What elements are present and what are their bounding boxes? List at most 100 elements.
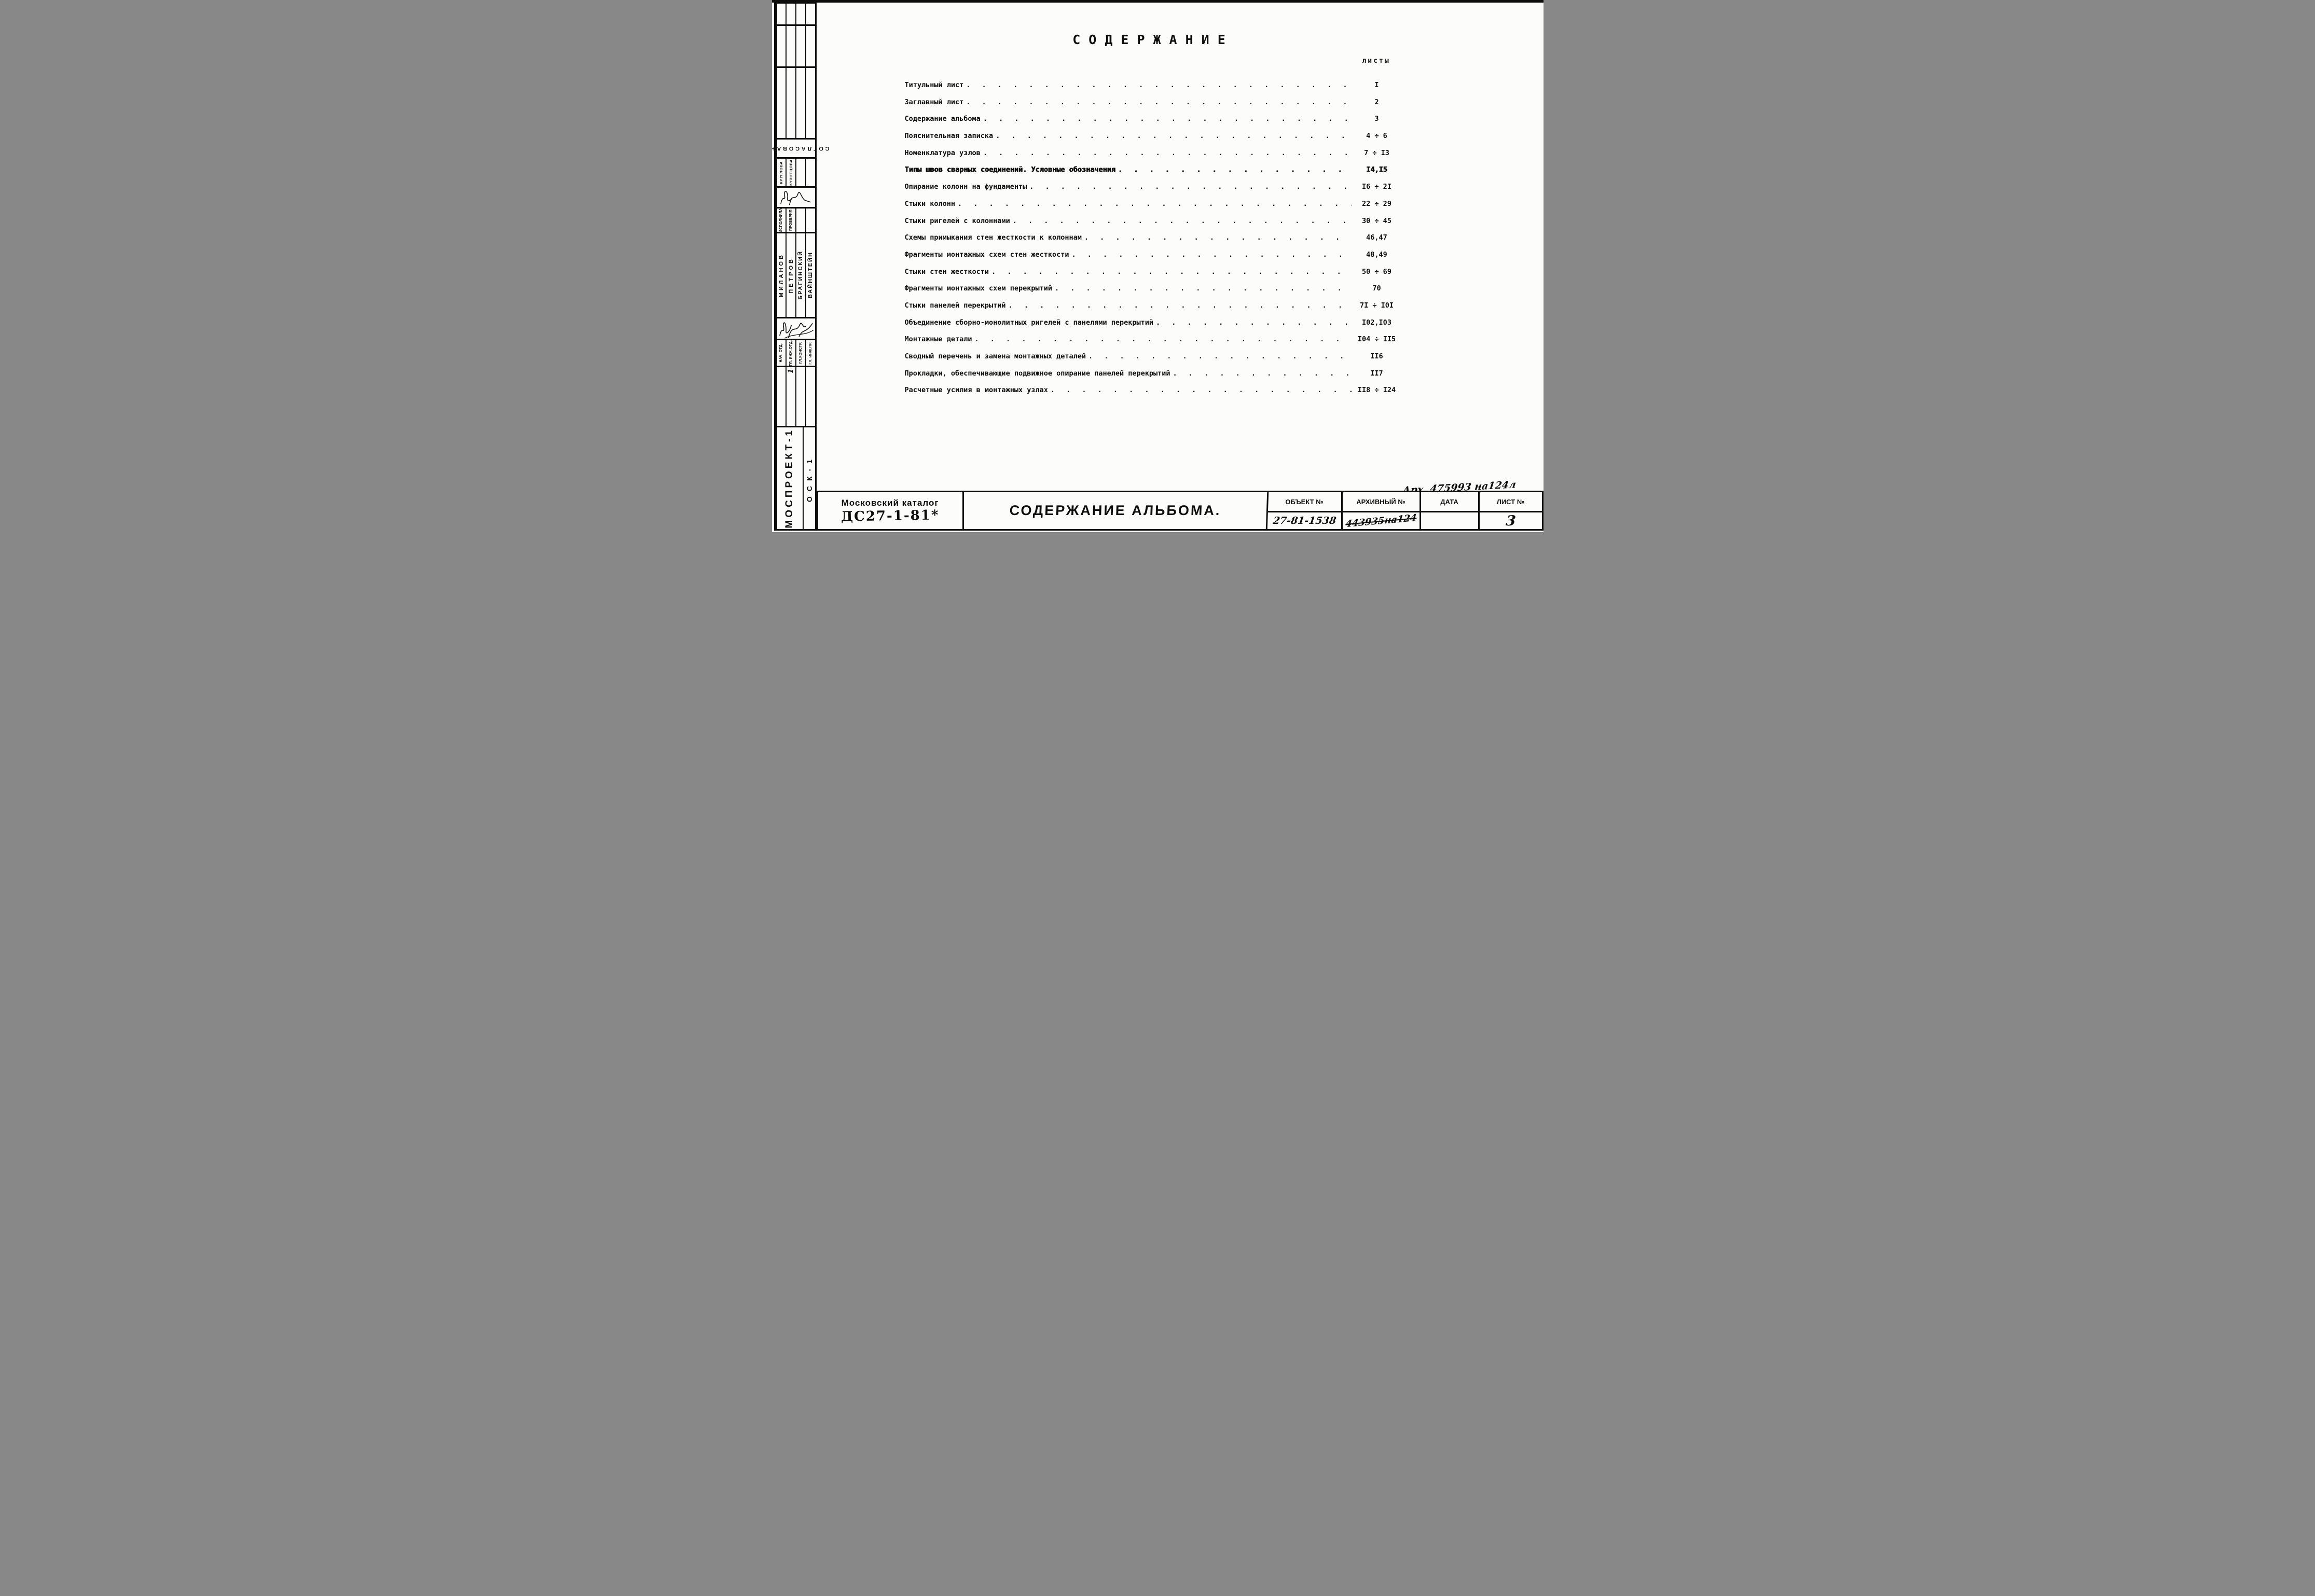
toc-entry-label: Фрагменты монтажных схем стен жесткости (904, 250, 1069, 259)
signature-scribbles (780, 191, 810, 205)
dot-leader: . . . . . . . . . . . . . . . . . . . . … (991, 267, 1352, 276)
name-vainshtein: ВАЙНШТЕЙН (807, 252, 814, 299)
org-name: МОСПРОЕКТ-1 (784, 428, 795, 529)
dot-leader: . . . . . . . . . . . . . . . . . . . . … (983, 148, 1352, 157)
stamp-signatures-row-2 (777, 318, 815, 340)
dot-leader: . . . . . . . . . . . . . . . . . . . . … (1118, 165, 1352, 174)
toc-entry-pages: 48,49 (1366, 250, 1387, 259)
toc-entry-pages: I4,I5 (1366, 165, 1387, 174)
toc-entry-label: Номенклатура узлов (904, 148, 981, 157)
toc-entry-pages: 4 ÷ 6 (1366, 132, 1387, 141)
stamp-empty-row (777, 26, 815, 68)
object-number-cell: ОБЪЕКТ № 27-81-1538 (1267, 492, 1343, 529)
toc-entry-label: Схемы примыкания стен жесткости к колонн… (904, 233, 1082, 242)
toc-entry: Стыки ригелей с колоннами . . . . . . . … (905, 217, 1402, 234)
toc-entry-pages: 2 (1374, 98, 1379, 106)
toc-entry: Содержание альбома . . . . . . . . . . .… (905, 115, 1402, 132)
role-chief-engineer-project: ГЛ. ИНЖ.ПР. (808, 341, 812, 365)
sheet-number-cell: ЛИСТ № 3 (1479, 492, 1542, 529)
stamp-empty-row: 1 (777, 367, 815, 427)
approval-label: СОГЛАСОВАНО (772, 145, 830, 151)
name-kuznetsova: КУЗНЕЦОВА (789, 159, 794, 186)
archive-number-label: АРХИВНЫЙ № (1342, 492, 1420, 512)
dot-leader: . . . . . . . . . . . . . . . . . . . . … (1054, 284, 1352, 293)
document-title: СОДЕРЖАНИЕ АЛЬБОМА. (1009, 503, 1221, 518)
role-checked-by: ПРОВЕРИЛ (789, 210, 793, 231)
toc-entry-label: Расчетные усилия в монтажных узлах (904, 386, 1048, 395)
stamp-empty-row (777, 68, 815, 140)
toc-entry: Прокладки, обеспечивающие подвижное опир… (905, 369, 1402, 386)
stamp-roles-row-1: ИСПОЛНИЛА ПРОВЕРИЛ (777, 209, 815, 233)
toc-entry-label: Пояснительная записка (904, 132, 994, 141)
dot-leader: . . . . . . . . . . . . . . . . . . . . … (1008, 301, 1352, 310)
toc-entry: Фрагменты монтажных схем стен жесткости … (905, 251, 1402, 268)
left-stamp-column: СОГЛАСОВАНО КРУГЛОВА КУЗНЕЦОВА ИСПОЛНИЛА… (772, 2, 830, 531)
toc-entry-label: Типы швов сварных соединений. Условные о… (904, 165, 1115, 174)
catalog-name: Московский каталог (841, 497, 939, 508)
toc-entry-pages: 3 (1374, 115, 1379, 123)
stray-digit-mark: 1 (787, 368, 795, 374)
sheet-top-border (771, 0, 1544, 3)
toc-entry-pages: I6 ÷ 2I (1362, 183, 1391, 191)
toc-entry-label: Объединение сборно-монолитных ригелей с … (904, 318, 1154, 327)
toc-entry-label: Стыки панелей перекрытий (904, 301, 1006, 310)
date-cell: ДАТА (1421, 492, 1480, 529)
date-value (1421, 512, 1478, 529)
toc-entry-pages: II6 (1370, 352, 1383, 360)
toc-entry-label: Прокладки, обеспечивающие подвижное опир… (904, 369, 1170, 378)
toc-entry: Заглавный лист . . . . . . . . . . . . .… (905, 98, 1402, 115)
role-executed-by: ИСПОЛНИЛА (779, 209, 783, 232)
toc-entry-pages: 70 (1372, 284, 1381, 293)
signature-scribbles (779, 322, 814, 339)
toc-entry-label: Монтажные детали (904, 335, 972, 344)
toc-entry-pages: 46,47 (1366, 233, 1387, 242)
stamp-roles-row-2: НАЧ. ОТД. ГЛ. ИНЖ.ОТД. ГЛ.КОНСТР. ГЛ. ИН… (777, 340, 815, 367)
toc-entry-pages: 7I ÷ I0I (1359, 301, 1394, 310)
title-block: Московский каталог ДС27-1-81* СОДЕРЖАНИЕ… (816, 491, 1544, 531)
toc-entry: Сводный перечень и замена монтажных дета… (905, 352, 1402, 369)
toc-entry: Опирание колонн на фундаменты . . . . . … (905, 183, 1402, 200)
toc-entry-label: Стыки ригелей с колоннами (904, 216, 1010, 225)
dot-leader: . . . . . . . . . . . . . . . . . . . . … (966, 81, 1352, 89)
toc-list: Титульный лист . . . . . . . . . . . . .… (905, 81, 1402, 403)
stamp-names-row-2: МИЛАНОВ ПЕТРОВ БРАГИНСКИЙ ВАЙНШТЕЙН (777, 233, 815, 318)
name-milanov: МИЛАНОВ (778, 253, 784, 298)
role-chief-constructor: ГЛ.КОНСТР. (798, 342, 803, 364)
toc-entry-label: Стыки стен жесткости (904, 267, 989, 276)
toc-entry: Стыки панелей перекрытий . . . . . . . .… (905, 301, 1402, 318)
catalog-code: ДС27-1-81* (840, 507, 940, 525)
toc-entry-pages: II8 ÷ I24 (1357, 386, 1396, 395)
stamp-empty-row (777, 4, 815, 26)
toc-entry-pages: 22 ÷ 29 (1362, 199, 1391, 208)
dot-leader: . . . . . . . . . . . . . . . . . . . . … (1084, 233, 1352, 242)
toc-entry-label: Титульный лист (904, 81, 964, 89)
dot-leader: . . . . . . . . . . . . . . . . . . . . … (1050, 386, 1352, 395)
role-chief-engineer-dept: ГЛ. ИНЖ.ОТД. (789, 340, 793, 366)
dot-leader: . . . . . . . . . . . . . . . . . . . . … (958, 199, 1352, 208)
toc-entry: Монтажные детали . . . . . . . . . . . .… (905, 335, 1402, 352)
toc-entry-pages: II7 (1370, 369, 1383, 378)
sheet-number-value: 3 (1505, 512, 1517, 529)
dot-leader: . . . . . . . . . . . . . . . . . . . . … (1173, 369, 1352, 378)
dot-leader: . . . . . . . . . . . . . . . . . . . . … (1088, 352, 1352, 360)
dot-leader: . . . . . . . . . . . . . . . . . . . . … (1071, 250, 1352, 259)
sheets-column-label: листы (1362, 57, 1390, 65)
stamp-names-row-1: КРУГЛОВА КУЗНЕЦОВА (777, 159, 815, 188)
toc-entry: Стыки стен жесткости . . . . . . . . . .… (905, 268, 1402, 285)
toc-entry-label: Сводный перечень и замена монтажных дета… (904, 352, 1086, 360)
dot-leader: . . . . . . . . . . . . . . . . . . . . … (983, 115, 1352, 123)
toc-entry: Титульный лист . . . . . . . . . . . . .… (905, 81, 1402, 98)
dot-leader: . . . . . . . . . . . . . . . . . . . . … (974, 335, 1352, 344)
drawing-sheet: СОГЛАСОВАНО КРУГЛОВА КУЗНЕЦОВА ИСПОЛНИЛА… (771, 0, 1544, 532)
document-title-cell: СОДЕРЖАНИЕ АЛЬБОМА. (963, 492, 1269, 529)
toc-entry-pages: 7 ÷ I3 (1364, 148, 1389, 157)
toc-entry-label: Опирание колонн на фундаменты (904, 183, 1027, 191)
dot-leader: . . . . . . . . . . . . . . . . . . . . … (966, 98, 1352, 106)
dot-leader: . . . . . . . . . . . . . . . . . . . . … (1029, 183, 1352, 191)
toc-entry-pages: I02,I03 (1362, 318, 1391, 327)
object-number-label: ОБЪЕКТ № (1267, 492, 1341, 512)
org-unit: ОСК-1 (805, 454, 814, 502)
stamp-signatures-row-1 (777, 188, 815, 209)
toc-entry-label: Стыки колонн (904, 199, 956, 208)
toc-entry: Расчетные усилия в монтажных узлах . . .… (905, 386, 1402, 403)
